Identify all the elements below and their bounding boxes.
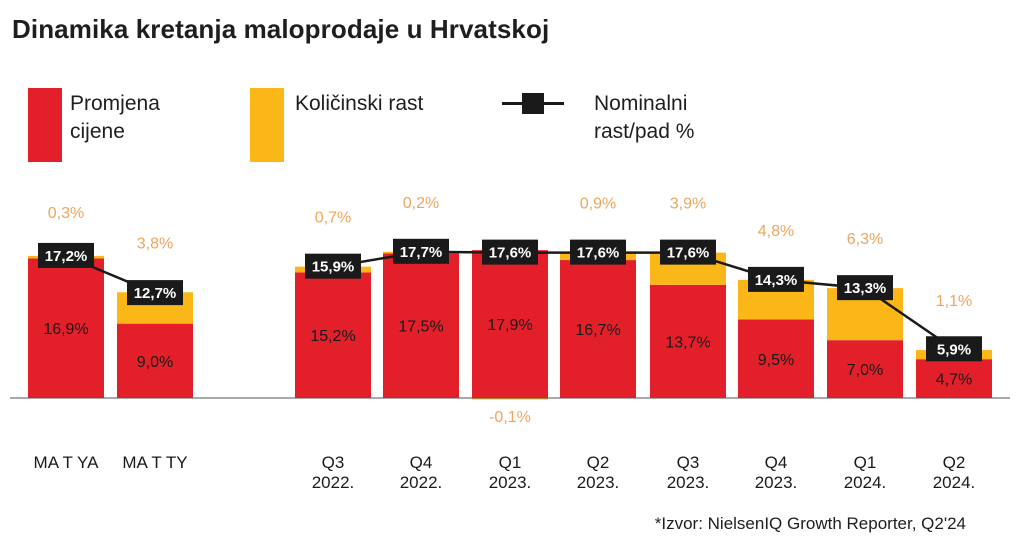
nominal-marker: [837, 275, 893, 301]
nominal-marker: [926, 336, 982, 362]
legend-swatch-price: [28, 88, 62, 162]
data-label-nominal: 17,6%: [489, 245, 532, 262]
category-label: 2023.: [577, 473, 620, 492]
legend-label-price: Promjena cijene: [70, 90, 160, 146]
legend-label-nominal: Nominalni rast/pad %: [594, 90, 694, 146]
nominal-marker: [127, 280, 183, 306]
bar-price: [472, 250, 548, 398]
category-label: 2022.: [400, 473, 443, 492]
data-label-nominal: 5,9%: [937, 341, 971, 358]
category-label: 2022.: [312, 473, 355, 492]
data-label-price: 4,7%: [936, 372, 972, 389]
data-label-nominal: 17,2%: [45, 248, 88, 265]
bar-price: [650, 284, 726, 398]
bar-price: [383, 253, 459, 398]
category-label: Q4: [410, 453, 433, 472]
data-label-volume: 0,7%: [315, 210, 351, 227]
nominal-marker: [660, 239, 716, 265]
bar-price: [117, 323, 193, 398]
category-label: 2024.: [844, 473, 887, 492]
category-label: 2023.: [755, 473, 798, 492]
data-label-volume: 6,3%: [847, 231, 883, 248]
nominal-marker: [482, 239, 538, 265]
data-label-price: 16,7%: [575, 322, 620, 339]
data-label-price: 9,0%: [137, 354, 173, 371]
bars-group: [28, 250, 992, 400]
data-label-nominal: 14,3%: [755, 272, 798, 289]
category-label: Q2: [943, 453, 966, 472]
legend-label-nominal-line2: rast/pad %: [594, 120, 695, 143]
nominal-marker: [305, 253, 361, 279]
nominal-marker: [38, 242, 94, 268]
bar-price: [28, 258, 104, 398]
data-label-price: 17,5%: [398, 319, 443, 336]
bar-volume: [472, 398, 548, 400]
category-label: Q2: [587, 453, 610, 472]
bar-price: [295, 272, 371, 398]
legend-label-volume: Količinski rast: [295, 92, 424, 115]
category-label: MA T YA: [34, 453, 100, 472]
legend-label-price-line1: Promjena: [70, 92, 160, 115]
nominal-marker: [748, 266, 804, 292]
category-label: Q1: [854, 453, 877, 472]
data-label-price: 7,0%: [847, 362, 883, 379]
legend-swatch-volume: [250, 88, 284, 162]
legend-marker-nominal: [522, 93, 544, 114]
category-label: 2024.: [933, 473, 976, 492]
data-label-volume: -0,1%: [489, 409, 531, 426]
data-label-volume: 4,8%: [758, 223, 794, 240]
data-label-volume: 3,8%: [137, 235, 173, 252]
category-label: Q4: [765, 453, 788, 472]
data-label-price: 17,9%: [487, 317, 532, 334]
nominal-marker: [393, 238, 449, 264]
legend-label-nominal-line1: Nominalni: [594, 92, 688, 115]
data-label-price: 15,2%: [310, 328, 355, 345]
bar-price: [738, 319, 814, 398]
data-label-price: 16,9%: [43, 321, 88, 338]
chart-title: Dinamika kretanja maloprodaje u Hrvatsko…: [12, 14, 550, 44]
data-label-volume: 1,1%: [936, 293, 972, 310]
data-label-volume: 0,9%: [580, 196, 616, 213]
category-label: Q3: [322, 453, 345, 472]
data-label-nominal: 17,7%: [400, 244, 443, 261]
source-note: *Izvor: NielsenIQ Growth Reporter, Q2'24: [654, 514, 966, 533]
data-label-price: 9,5%: [758, 352, 794, 369]
category-label: 2023.: [489, 473, 532, 492]
legend-label-price-line2: cijene: [70, 120, 125, 143]
data-label-price: 13,7%: [665, 334, 710, 351]
data-label-nominal: 12,7%: [134, 285, 177, 302]
data-label-nominal: 13,3%: [844, 280, 887, 297]
category-label: 2023.: [667, 473, 710, 492]
bar-price: [827, 340, 903, 398]
labels-group: 16,9% 0,3% 9,0% 3,8% 15,2% 0,7% 17,5% 0,2% 17,9%…: [43, 195, 972, 426]
data-label-volume: 3,9%: [670, 196, 706, 213]
bar-price: [560, 260, 636, 398]
nominal-marker: [570, 239, 626, 265]
bar-price: [916, 359, 992, 398]
category-label: MA T TY: [122, 453, 187, 472]
category-label: Q3: [677, 453, 700, 472]
data-label-volume: 0,2%: [403, 195, 439, 212]
data-label-nominal: 17,6%: [667, 245, 710, 262]
data-label-nominal: 17,6%: [577, 245, 620, 262]
data-label-volume: 0,3%: [48, 205, 84, 222]
category-label: Q1: [499, 453, 522, 472]
data-label-nominal: 15,9%: [312, 259, 355, 276]
